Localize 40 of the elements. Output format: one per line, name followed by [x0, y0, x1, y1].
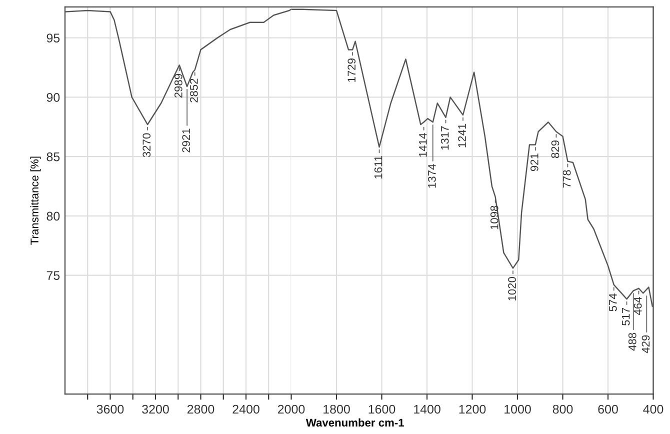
- annotation: 3270: [142, 133, 151, 158]
- annotation: 2989: [174, 74, 182, 98]
- annotation: 1098: [490, 206, 498, 230]
- annotation: 2852: [190, 78, 198, 102]
- annotation: 1414: [419, 133, 427, 157]
- annotation: 464: [634, 297, 642, 315]
- annotation: 1317: [440, 126, 449, 150]
- y-tick-label: 85: [46, 152, 60, 162]
- x-tick-label: 600: [598, 404, 618, 414]
- x-tick-label: 800: [552, 404, 573, 414]
- y-tick-label: 80: [46, 212, 60, 221]
- annotation: 829: [551, 140, 560, 158]
- y-tick-label: 75: [46, 271, 60, 280]
- annotation: 517: [622, 308, 630, 326]
- annotation: 429: [642, 335, 650, 354]
- annotation: 1241: [458, 124, 466, 148]
- annotation: 1020: [508, 276, 516, 300]
- x-tick-label: 1400: [414, 404, 440, 414]
- x-tick-label: 1200: [459, 404, 486, 414]
- y-tick-label: 90: [46, 92, 60, 102]
- x-tick-label: 3200: [142, 404, 169, 414]
- annotation: 1729: [348, 58, 356, 82]
- annotation: 1611: [374, 156, 382, 178]
- x-tick-label: 2000: [278, 404, 305, 414]
- x-tick-label: 400: [643, 404, 664, 414]
- x-tick-label: 2800: [187, 404, 214, 414]
- x-axis-title: Wavenumber cm-1: [306, 418, 404, 427]
- y-axis-title: Transmittance [%]: [30, 156, 41, 245]
- annotation: 2921: [182, 128, 190, 152]
- x-tick-label: 3600: [96, 404, 124, 414]
- y-tick-label: 95: [46, 34, 60, 42]
- annotation: 1374: [428, 164, 436, 188]
- annotation: 778: [562, 170, 571, 188]
- annotation: 574: [609, 293, 617, 312]
- x-tick-label: 2400: [232, 404, 260, 414]
- annotation: 921: [530, 154, 538, 172]
- x-tick-label: 1800: [324, 404, 350, 414]
- x-tick-label: 1600: [368, 404, 396, 414]
- annotation: 488: [628, 332, 636, 351]
- x-tick-label: 1000: [504, 404, 531, 414]
